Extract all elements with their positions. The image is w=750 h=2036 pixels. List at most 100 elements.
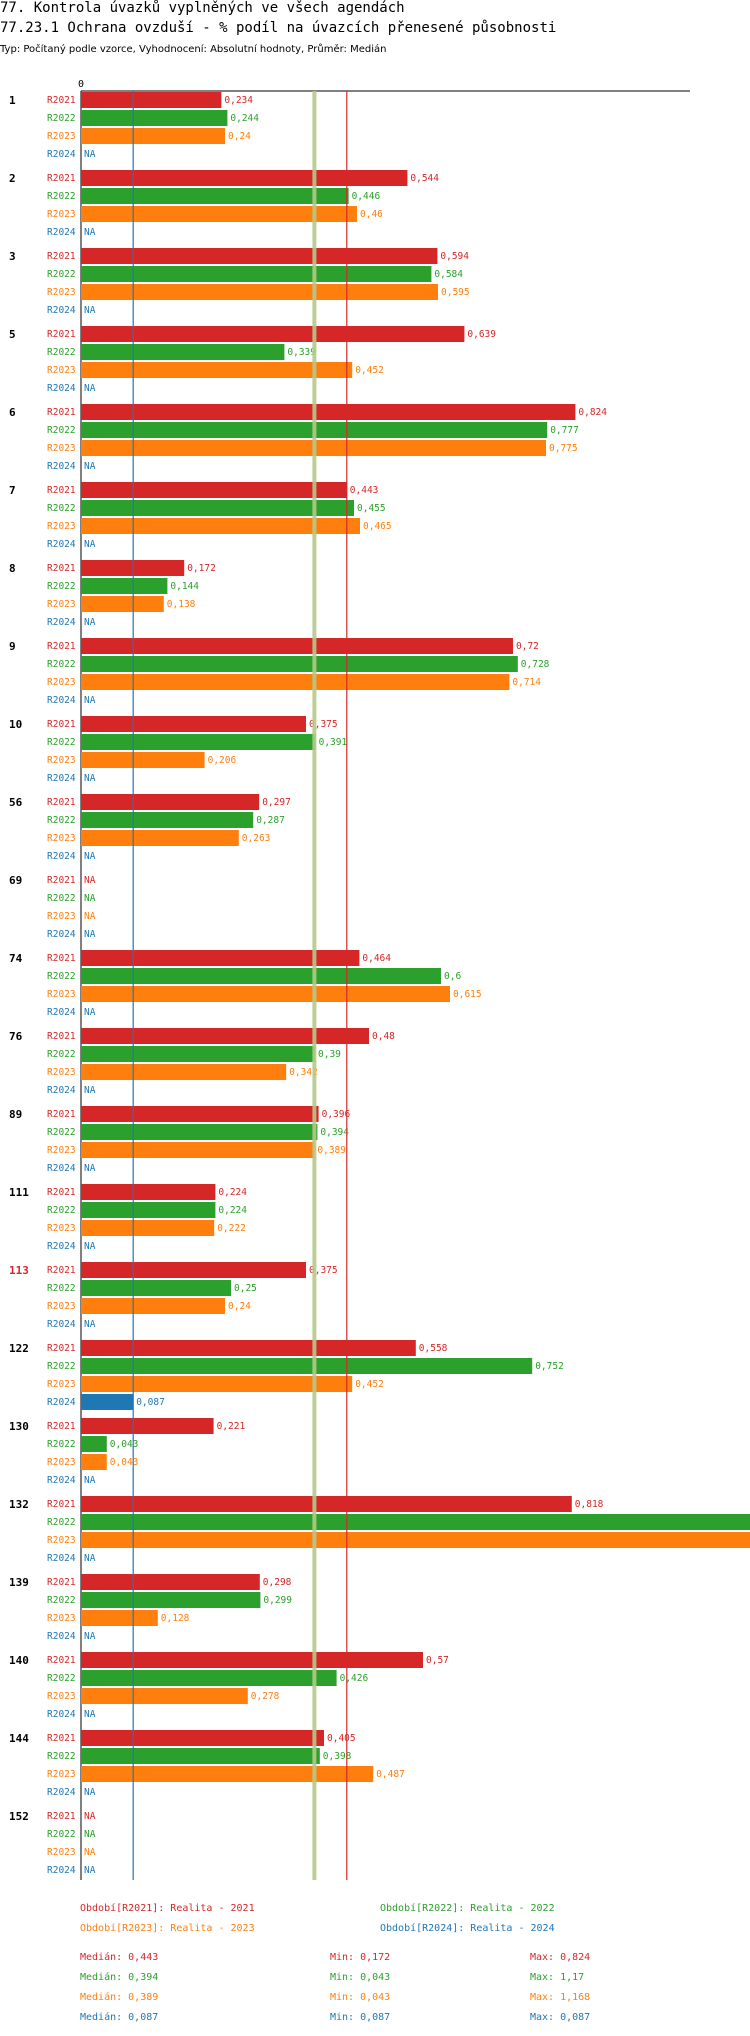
bar-R2021 — [81, 1106, 319, 1122]
series-label: R2022 — [47, 737, 76, 748]
group-label: 5 — [9, 328, 16, 341]
series-label: R2021 — [47, 563, 76, 574]
na-label: NA — [84, 695, 96, 706]
bar-R2023 — [81, 1220, 215, 1236]
series-label: R2021 — [47, 1187, 76, 1198]
value-label: 0,584 — [434, 269, 463, 280]
group-label: 2 — [9, 172, 16, 185]
value-label: 0,339 — [287, 347, 316, 358]
bar-R2023 — [81, 830, 239, 846]
series-label: R2021 — [47, 641, 76, 652]
series-label: R2022 — [47, 269, 76, 280]
value-label: 0,46 — [360, 209, 383, 220]
series-label: R2021 — [47, 1265, 76, 1276]
value-label: 0,278 — [251, 1691, 280, 1702]
value-label: 0,342 — [289, 1067, 318, 1078]
bar-R2021 — [81, 1418, 214, 1434]
value-label: 0,375 — [309, 719, 338, 730]
series-label: R2022 — [47, 659, 76, 670]
group-label: 132 — [9, 1498, 29, 1511]
value-label: 0,452 — [355, 1379, 384, 1390]
group-label: 139 — [9, 1576, 29, 1589]
series-label: R2022 — [47, 113, 76, 124]
value-label: 0,595 — [441, 287, 470, 298]
series-label: R2023 — [47, 1301, 76, 1312]
series-label: R2024 — [47, 149, 76, 160]
series-label: R2021 — [47, 95, 76, 106]
series-label: R2024 — [47, 617, 76, 628]
value-label: 0,391 — [319, 737, 348, 748]
na-label: NA — [84, 1847, 96, 1858]
series-label: R2023 — [47, 131, 76, 142]
na-label: NA — [84, 1319, 96, 1330]
value-label: 0,818 — [575, 1499, 604, 1510]
series-label: R2023 — [47, 1691, 76, 1702]
group-label: 74 — [9, 952, 23, 965]
value-label: 0,297 — [262, 797, 291, 808]
group-label: 111 — [9, 1186, 29, 1199]
group-label: 69 — [9, 874, 22, 887]
bar-R2023 — [81, 986, 450, 1002]
group-label: 152 — [9, 1810, 29, 1823]
value-label: 0,263 — [242, 833, 271, 844]
value-label: 0,299 — [263, 1595, 292, 1606]
value-label: 0,172 — [187, 563, 216, 574]
group-label: 76 — [9, 1030, 23, 1043]
value-label: 0,615 — [453, 989, 482, 1000]
series-label: R2021 — [47, 875, 76, 886]
bar-R2021 — [81, 170, 408, 186]
value-label: 0,224 — [218, 1205, 247, 1216]
series-label: R2021 — [47, 329, 76, 340]
series-label: R2024 — [47, 227, 76, 238]
stat-median-r2024: Medián: 0,087 — [80, 2012, 159, 2023]
series-label: R2022 — [47, 1829, 76, 1840]
group-label: 6 — [9, 406, 16, 419]
na-label: NA — [84, 929, 96, 940]
series-label: R2023 — [47, 1067, 76, 1078]
series-label: R2023 — [47, 209, 76, 220]
value-label: 0,128 — [161, 1613, 190, 1624]
series-label: R2022 — [47, 893, 76, 904]
bar-R2022 — [81, 1514, 750, 1530]
series-label: R2023 — [47, 521, 76, 532]
bar-R2023 — [81, 128, 225, 144]
group-label: 113 — [9, 1264, 29, 1277]
series-label: R2024 — [47, 1397, 76, 1408]
value-label: 0,206 — [208, 755, 237, 766]
series-label: R2024 — [47, 773, 76, 784]
bar-R2022 — [81, 1670, 337, 1686]
na-label: NA — [84, 773, 96, 784]
bar-R2021 — [81, 1574, 260, 1590]
bar-R2023 — [81, 752, 205, 768]
value-label: 0,244 — [230, 113, 259, 124]
bar-R2023 — [81, 1688, 248, 1704]
group-label: 140 — [9, 1654, 29, 1667]
stat-min-r2022: Min: 0,043 — [330, 1972, 391, 1983]
bar-R2022 — [81, 1358, 533, 1374]
bar-R2022 — [81, 812, 254, 828]
bar-R2022 — [81, 1280, 231, 1296]
bar-R2021 — [81, 1652, 423, 1668]
value-label: 0,775 — [549, 443, 578, 454]
series-label: R2022 — [47, 1361, 76, 1372]
series-label: R2024 — [47, 851, 76, 862]
na-label: NA — [84, 1811, 96, 1822]
series-label: R2021 — [47, 173, 76, 184]
value-label: 0,6 — [444, 971, 461, 982]
series-label: R2021 — [47, 1811, 76, 1822]
series-label: R2022 — [47, 1595, 76, 1606]
value-label: 0,234 — [224, 95, 253, 106]
value-label: 0,426 — [340, 1673, 369, 1684]
series-label: R2021 — [47, 1499, 76, 1510]
series-label: R2023 — [47, 755, 76, 766]
value-label: 0,24 — [228, 1301, 251, 1312]
value-label: 0,558 — [419, 1343, 448, 1354]
bar-R2021 — [81, 1028, 369, 1044]
series-label: R2022 — [47, 503, 76, 514]
value-label: 0,287 — [256, 815, 285, 826]
stat-median-r2023: Medián: 0,389 — [80, 1992, 159, 2003]
value-label: 0,043 — [110, 1439, 139, 1450]
value-label: 0,043 — [110, 1457, 139, 1468]
bar-chart: 0 1 R2021 0,234 R2022 0,244 R2023 0,24 R2024 NA 2 R… — [9, 79, 750, 1880]
value-label: 0,375 — [309, 1265, 338, 1276]
